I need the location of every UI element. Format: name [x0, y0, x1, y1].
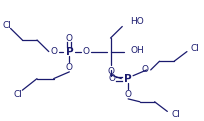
- Text: P: P: [65, 47, 73, 57]
- Text: OH: OH: [130, 46, 144, 55]
- Text: Cl: Cl: [191, 44, 200, 53]
- Text: HO: HO: [130, 17, 144, 26]
- Text: O: O: [109, 74, 116, 83]
- Text: Cl: Cl: [2, 21, 11, 30]
- Text: O: O: [82, 47, 90, 56]
- Text: O: O: [66, 63, 73, 72]
- Text: O: O: [50, 47, 57, 56]
- Text: P: P: [124, 74, 132, 84]
- Text: O: O: [107, 67, 114, 76]
- Text: O: O: [66, 34, 73, 43]
- Text: O: O: [125, 90, 132, 99]
- Text: Cl: Cl: [14, 90, 23, 99]
- Text: O: O: [142, 65, 149, 74]
- Text: Cl: Cl: [171, 110, 180, 119]
